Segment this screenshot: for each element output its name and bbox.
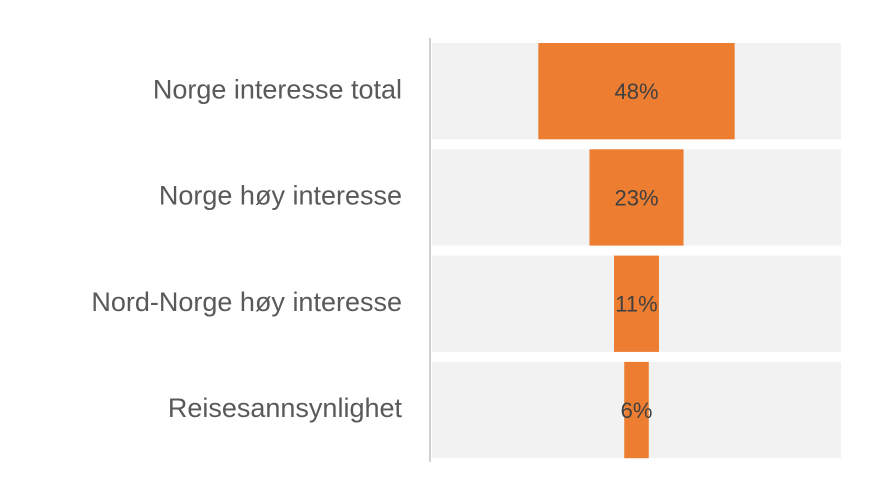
category-label: Reisesannsynlighet <box>168 393 403 423</box>
funnel-bar <box>589 149 684 246</box>
category-label: Norge interesse total <box>153 74 402 104</box>
category-label: Nord-Norge høy interesse <box>91 287 402 317</box>
value-label: 48% <box>614 79 658 104</box>
funnel-bar <box>538 43 735 140</box>
category-label: Norge høy interesse <box>159 181 402 211</box>
funnel-bar <box>614 255 659 352</box>
funnel-bar <box>624 361 649 459</box>
value-label: 11% <box>615 292 657 317</box>
value-label: 23% <box>614 185 658 210</box>
value-label: 6% <box>621 398 653 423</box>
